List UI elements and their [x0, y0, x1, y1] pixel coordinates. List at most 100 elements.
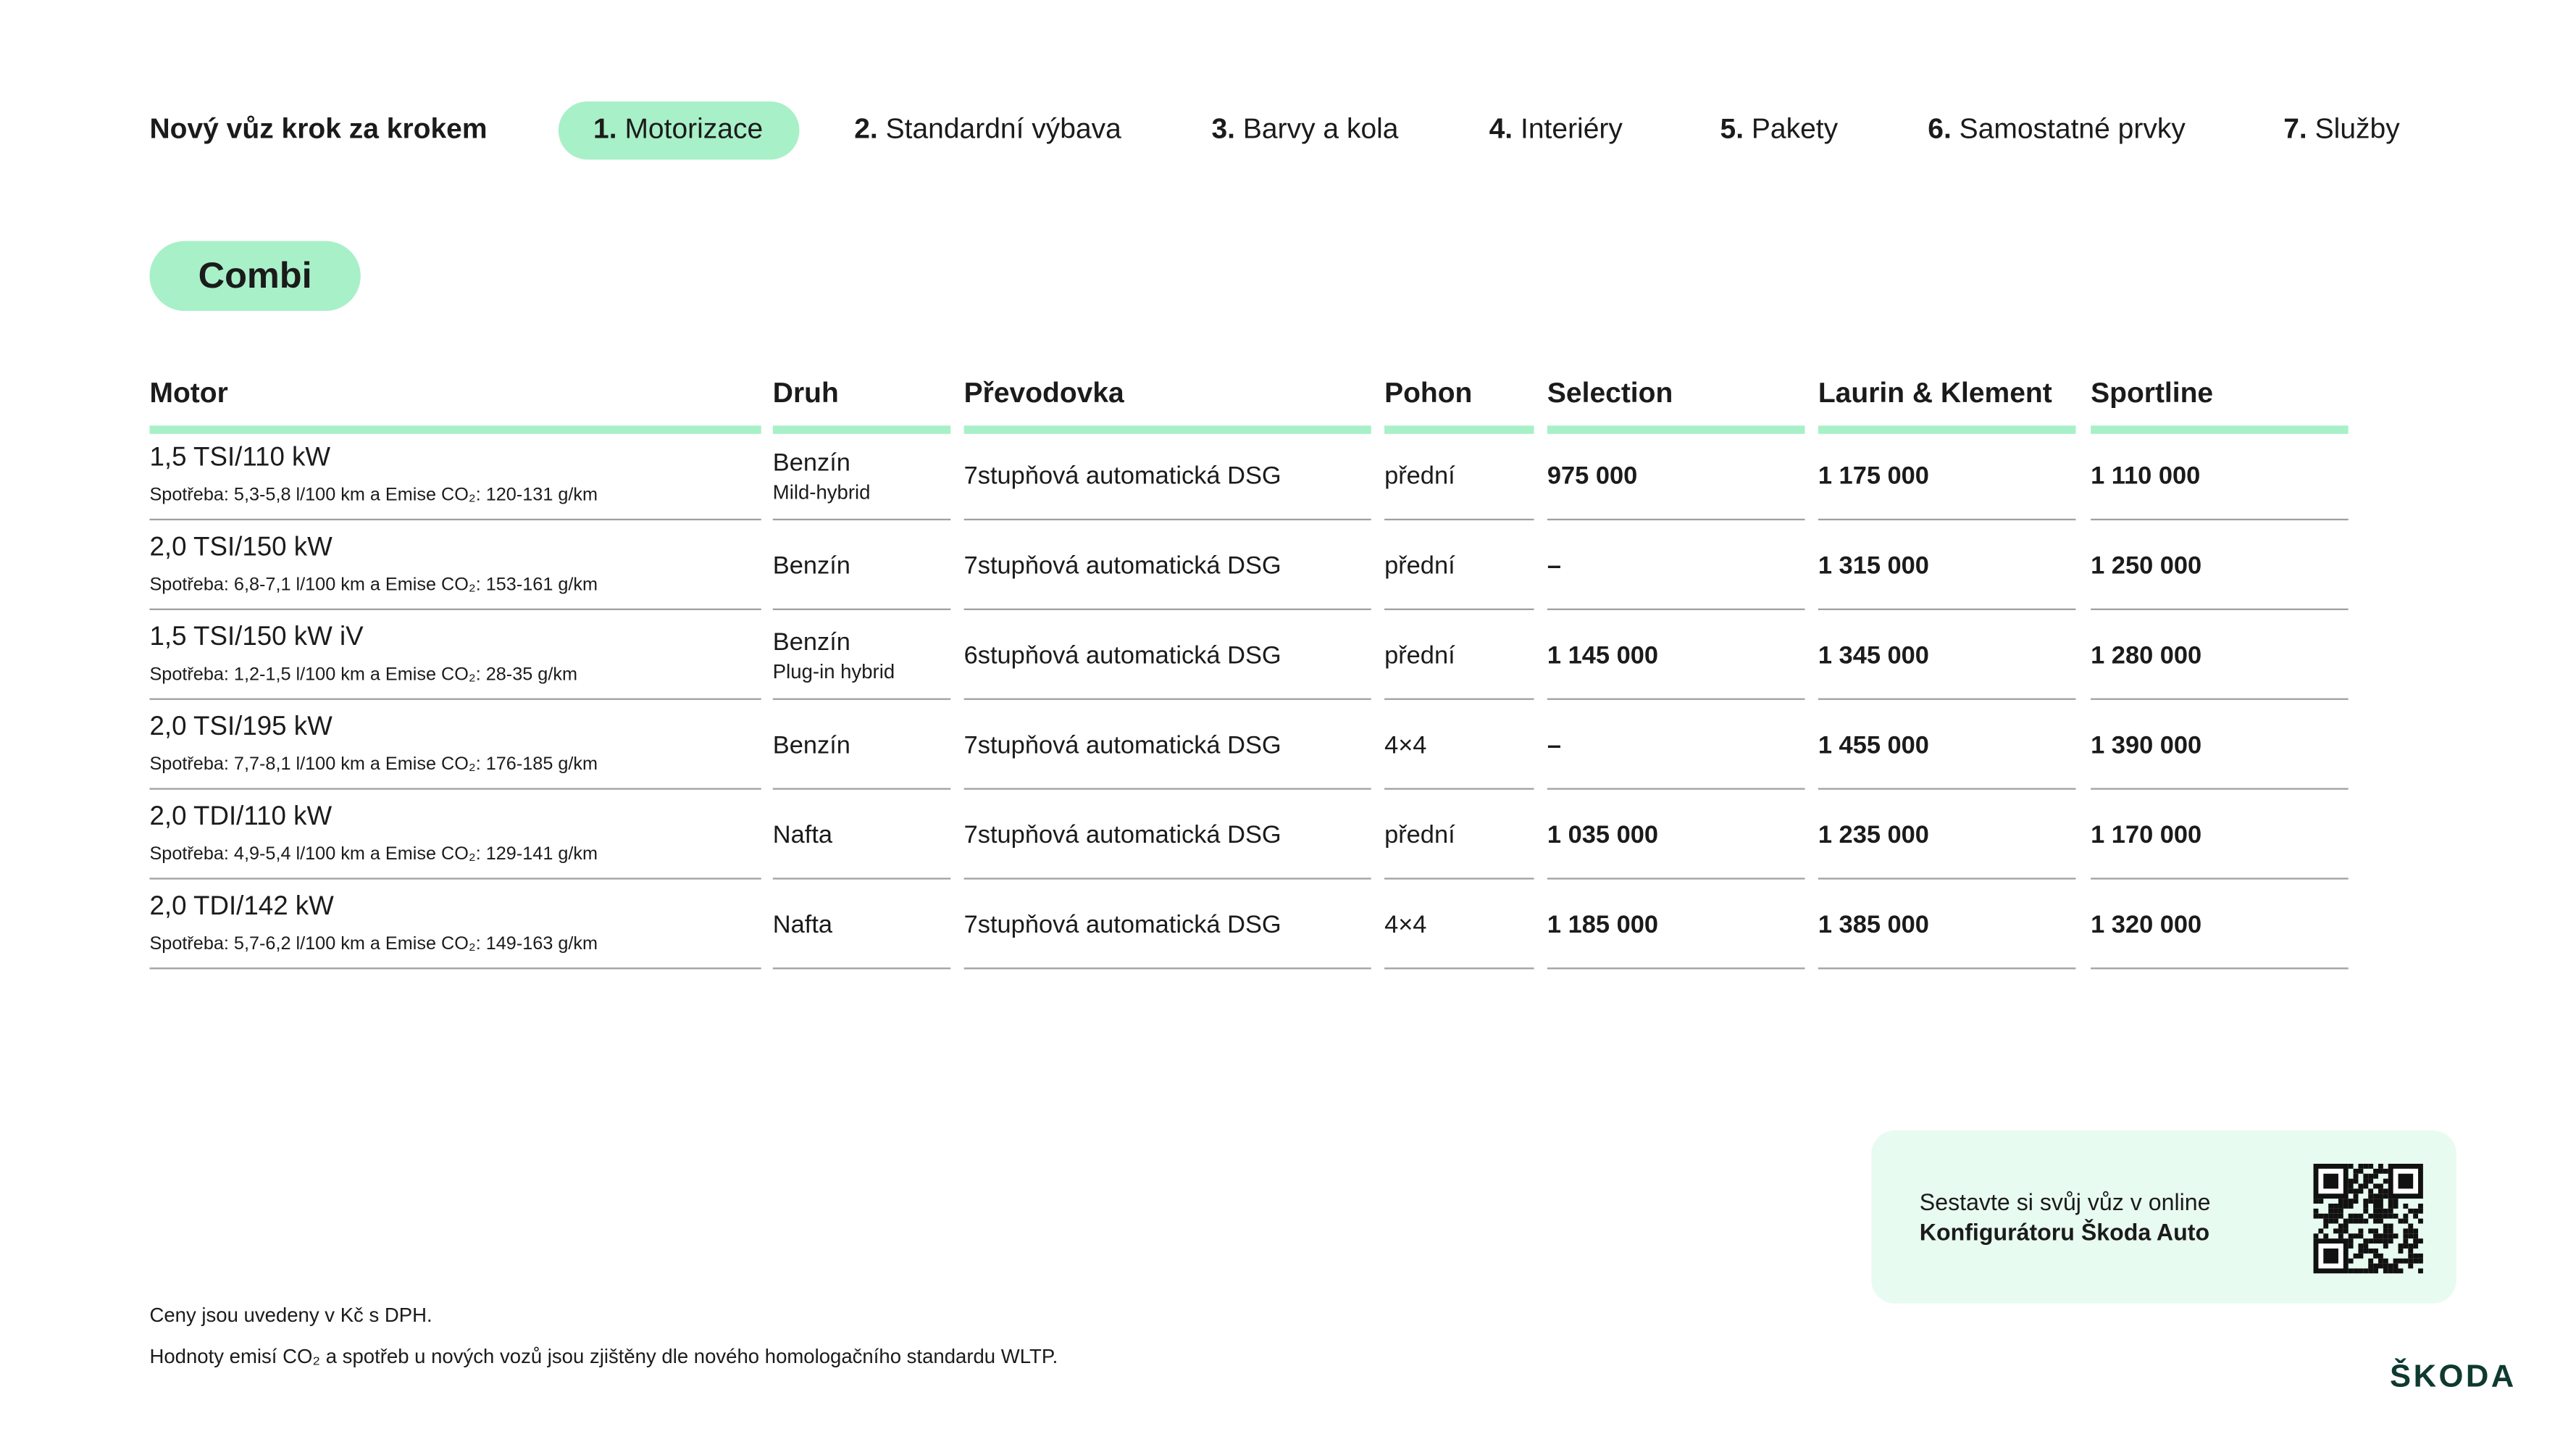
nav-step[interactable]: 6. Samostatné prvky: [1928, 112, 2186, 148]
fuel-note: Mild-hybrid: [772, 480, 871, 504]
step-label: Služby: [2314, 113, 2400, 145]
row-divider: [1818, 698, 2076, 700]
price: 1 280 000: [2091, 641, 2202, 670]
header-title: Nový vůz krok za krokem: [149, 113, 488, 145]
fuel-note: Plug-in hybrid: [772, 659, 895, 683]
section-title: Combi: [198, 254, 312, 296]
nav-step[interactable]: 2. Standardní výbava: [854, 112, 1121, 148]
footnote: Hodnoty emisí CO₂ a spotřeb u nových voz…: [149, 1345, 1058, 1369]
fuel: Benzín: [772, 449, 850, 478]
logo: ŠKODA: [2390, 1359, 2517, 1395]
row-divider: [2091, 788, 2349, 790]
nav-step[interactable]: 5. Pakety: [1720, 112, 1838, 148]
footnote: Ceny jsou uvedeny v Kč s DPH.: [149, 1303, 432, 1327]
row-divider: [963, 608, 1371, 610]
row-divider: [772, 878, 951, 880]
consumption: Spotřeba: 5,3-5,8 l/100 km a Emise CO₂: …: [149, 485, 598, 506]
row-divider: [772, 788, 951, 790]
price: 1 170 000: [2091, 821, 2202, 850]
step-label: Motorizace: [624, 113, 764, 145]
row-divider: [1547, 698, 1805, 700]
row-divider: [149, 967, 761, 970]
price: 1 250 000: [2091, 551, 2202, 580]
step-number: 1.: [593, 113, 617, 145]
drive: 4×4: [1384, 911, 1427, 940]
row-divider: [963, 698, 1371, 700]
price: 1 110 000: [2091, 462, 2201, 491]
active-step-pill: [558, 101, 800, 160]
row-divider: [1384, 788, 1534, 790]
price: –: [1547, 731, 1562, 760]
price: 1 035 000: [1547, 821, 1659, 850]
row-divider: [1547, 967, 1805, 970]
section-pill: [149, 241, 361, 312]
row-divider: [1384, 878, 1534, 880]
gearbox: 6stupňová automatická DSG: [963, 641, 1281, 670]
row-divider: [2091, 608, 2349, 610]
column-header: Druh: [772, 377, 839, 409]
header-underline: [1818, 425, 2076, 434]
motor: 2,0 TDI/142 kW: [149, 892, 334, 921]
drive: přední: [1384, 821, 1455, 850]
price: 1 390 000: [2091, 731, 2202, 760]
consumption: Spotřeba: 1,2-1,5 l/100 km a Emise CO₂: …: [149, 664, 577, 686]
column-header: Motor: [149, 377, 228, 409]
consumption: Spotřeba: 6,8-7,1 l/100 km a Emise CO₂: …: [149, 575, 598, 596]
qr-code[interactable]: [2313, 1163, 2423, 1274]
row-divider: [1818, 788, 2076, 790]
column-header: Převodovka: [963, 377, 1124, 409]
motor: 1,5 TSI/150 kW iV: [149, 623, 364, 652]
header-underline: [1384, 425, 1534, 434]
step-label: Standardní výbava: [885, 113, 1121, 145]
row-divider: [1547, 878, 1805, 880]
header-underline: [149, 425, 761, 434]
price: 1 385 000: [1818, 911, 1929, 940]
step-number: 2.: [854, 113, 878, 145]
gearbox: 7stupňová automatická DSG: [963, 551, 1281, 580]
header-underline: [772, 425, 951, 434]
step-number: 6.: [1928, 113, 1952, 145]
step-label: Pakety: [1751, 113, 1839, 145]
step-number: 5.: [1720, 113, 1744, 145]
column-header: Sportline: [2091, 377, 2214, 409]
nav-step[interactable]: 4. Interiéry: [1489, 112, 1623, 148]
price: –: [1547, 551, 1562, 580]
drive: přední: [1384, 641, 1455, 670]
row-divider: [772, 608, 951, 610]
row-divider: [2091, 518, 2349, 521]
header-underline: [2091, 425, 2349, 434]
price: 1 345 000: [1818, 641, 1929, 670]
gearbox: 7stupňová automatická DSG: [963, 911, 1281, 940]
drive: 4×4: [1384, 731, 1427, 760]
row-divider: [772, 967, 951, 970]
step-label: Interiéry: [1521, 113, 1623, 145]
row-divider: [1818, 878, 2076, 880]
fuel: Nafta: [772, 911, 833, 940]
column-header: Pohon: [1384, 377, 1473, 409]
motor: 2,0 TSI/195 kW: [149, 713, 333, 742]
price: 1 185 000: [1547, 911, 1659, 940]
nav-step[interactable]: 3. Barvy a kola: [1211, 112, 1398, 148]
row-divider: [149, 878, 761, 880]
row-divider: [2091, 878, 2349, 880]
price: 1 235 000: [1818, 821, 1929, 850]
header-underline: [1547, 425, 1805, 434]
row-divider: [149, 698, 761, 700]
gearbox: 7stupňová automatická DSG: [963, 462, 1281, 491]
price: 1 315 000: [1818, 551, 1929, 580]
row-divider: [1547, 518, 1805, 521]
row-divider: [149, 518, 761, 521]
row-divider: [1384, 518, 1534, 521]
row-divider: [963, 967, 1371, 970]
nav-step[interactable]: 1. Motorizace: [593, 112, 763, 148]
nav-step[interactable]: 7. Služby: [2283, 112, 2399, 148]
fuel: Benzín: [772, 731, 850, 760]
row-divider: [1384, 608, 1534, 610]
row-divider: [2091, 698, 2349, 700]
price: 975 000: [1547, 462, 1638, 491]
row-divider: [1384, 698, 1534, 700]
row-divider: [1818, 608, 2076, 610]
